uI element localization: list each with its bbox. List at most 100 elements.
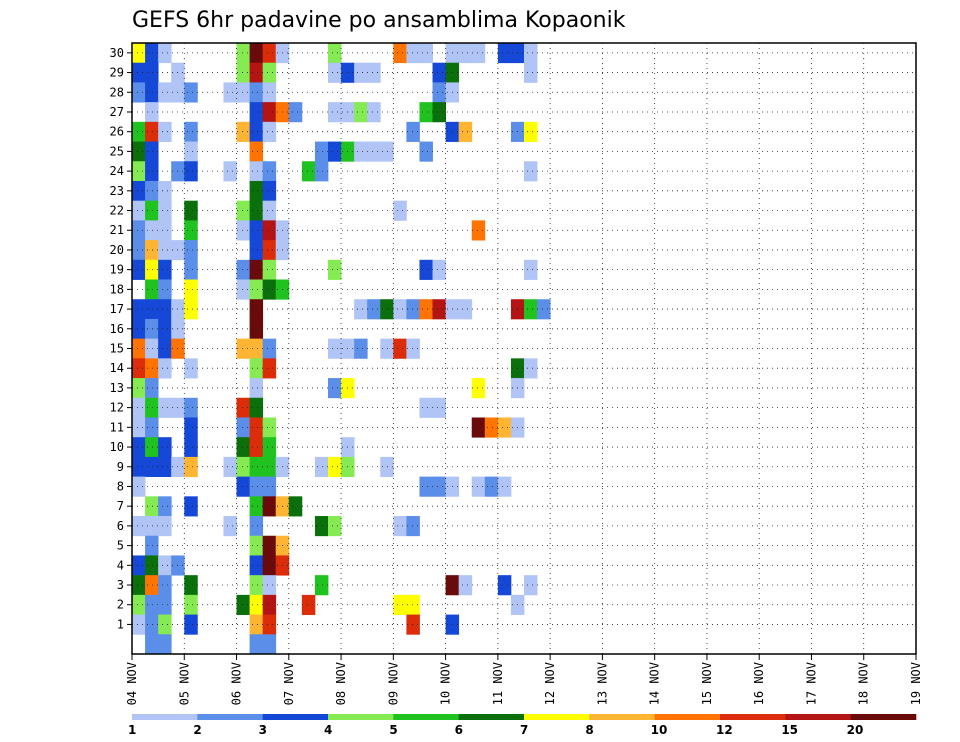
heatmap-cell: [328, 259, 342, 280]
heatmap-cell: [158, 397, 172, 418]
heatmap-cell: [406, 121, 420, 142]
heatmap-cell: [524, 62, 538, 83]
x-tick-label: 09 NOV: [386, 662, 400, 705]
y-tick-label: 21: [110, 223, 124, 237]
legend-swatch: [197, 714, 263, 720]
heatmap-cell: [145, 555, 159, 576]
x-tick-label: 18 NOV: [857, 662, 871, 705]
y-tick-label: 9: [117, 460, 124, 474]
y-tick-label: 11: [110, 420, 124, 434]
heatmap-cell: [132, 456, 146, 478]
heatmap-cell: [158, 82, 172, 103]
heatmap-cell: [471, 476, 486, 497]
y-tick-label: 8: [117, 479, 124, 493]
heatmap-cell: [145, 121, 159, 142]
heatmap-cell: [497, 417, 512, 438]
heatmap-cell: [158, 299, 172, 320]
heatmap-cell: [524, 259, 538, 280]
heatmap-cell: [158, 496, 172, 517]
heatmap-cell: [236, 279, 250, 300]
x-axis-ticks: 04 NOV 05 NOV 06 NOV 07 NOV 08 NOV 09 NOV 10 N…: [125, 654, 923, 705]
legend-swatch: [589, 714, 655, 720]
heatmap-cell: [158, 318, 172, 340]
heatmap-cell: [354, 62, 368, 83]
heatmap-cell: [132, 417, 146, 438]
heatmap-cell: [249, 259, 264, 280]
y-tick-label: 24: [110, 164, 124, 178]
heatmap-cell: [328, 102, 342, 123]
heatmap-cell: [419, 299, 433, 320]
heatmap-cell: [184, 161, 198, 182]
heatmap-cell: [132, 338, 146, 359]
heatmap-cell: [262, 594, 277, 615]
heatmap-cell: [145, 102, 159, 123]
heatmap-cell: [132, 240, 146, 261]
heatmap-cell: [184, 220, 198, 241]
heatmap-cell: [497, 575, 512, 596]
heatmap-cell: [184, 575, 198, 596]
heatmap-cell: [184, 437, 198, 458]
y-tick-label: 18: [110, 282, 124, 296]
heatmap-cell: [132, 516, 146, 537]
heatmap-cell: [132, 82, 146, 103]
heatmap-cell: [458, 121, 473, 142]
legend-swatch: [328, 714, 394, 720]
legend-swatch: [393, 714, 459, 720]
heatmap-cell: [354, 338, 368, 359]
heatmap-cell: [132, 299, 146, 320]
heatmap-cell: [184, 397, 198, 418]
heatmap-cell: [184, 456, 198, 478]
heatmap-cell: [367, 62, 381, 83]
heatmap-cell: [132, 378, 146, 399]
heatmap-cell: [432, 299, 446, 320]
x-tick-label: 14 NOV: [648, 662, 662, 705]
heatmap-cell: [184, 259, 198, 280]
heatmap-cell: [262, 338, 277, 359]
heatmap-cell: [184, 141, 198, 162]
heatmap-cell: [458, 43, 473, 64]
heatmap-cell: [145, 220, 159, 241]
heatmap-cell: [132, 555, 146, 576]
heatmap-cell: [145, 43, 159, 64]
heatmap-cell: [236, 200, 250, 221]
heatmap-cell: [249, 496, 264, 517]
heatmap-cell: [249, 43, 264, 64]
heatmap-cell: [132, 220, 146, 241]
heatmap-cell: [367, 102, 381, 123]
legend-label: 12: [716, 723, 733, 737]
chart-title: GEFS 6hr padavine po ansamblima Kopaonik: [132, 8, 626, 33]
heatmap-cell: [158, 279, 172, 300]
heatmap-cell: [236, 456, 250, 478]
heatmap-cell: [354, 102, 368, 123]
y-tick-label: 20: [110, 243, 124, 257]
heatmap-cell: [249, 121, 264, 142]
heatmap-cell: [184, 358, 198, 379]
heatmap-cell: [249, 82, 264, 103]
heatmap-cell: [158, 555, 172, 576]
heatmap-cell: [497, 476, 512, 497]
legend-swatch: [850, 714, 917, 720]
y-tick-label: 15: [110, 342, 124, 356]
heatmap-cell: [132, 259, 146, 280]
y-axis-ticks: 1234567891011121314151617181920212223242…: [110, 46, 132, 631]
heatmap-cell: [432, 82, 446, 103]
heatmap-cell: [145, 200, 159, 221]
heatmap-cell: [262, 476, 277, 497]
heatmap-cell: [249, 299, 264, 320]
heatmap-cell: [158, 121, 172, 142]
heatmap-cell: [184, 200, 198, 221]
heatmap-cell: [419, 259, 433, 280]
heatmap-cell: [249, 516, 264, 537]
heatmap-cell: [132, 180, 146, 202]
heatmap-cell: [249, 102, 264, 123]
legend-label: 7: [520, 723, 528, 737]
legend-label: 1: [128, 723, 136, 737]
heatmap-cell: [145, 82, 159, 103]
x-tick-label: 06 NOV: [230, 662, 244, 705]
heatmap-cell: [249, 456, 264, 478]
heatmap-cell: [432, 62, 446, 83]
heatmap-cell: [419, 102, 433, 123]
heatmap-cell: [158, 614, 172, 635]
x-tick-label: 05 NOV: [177, 662, 191, 705]
heatmap-cell: [145, 358, 159, 379]
